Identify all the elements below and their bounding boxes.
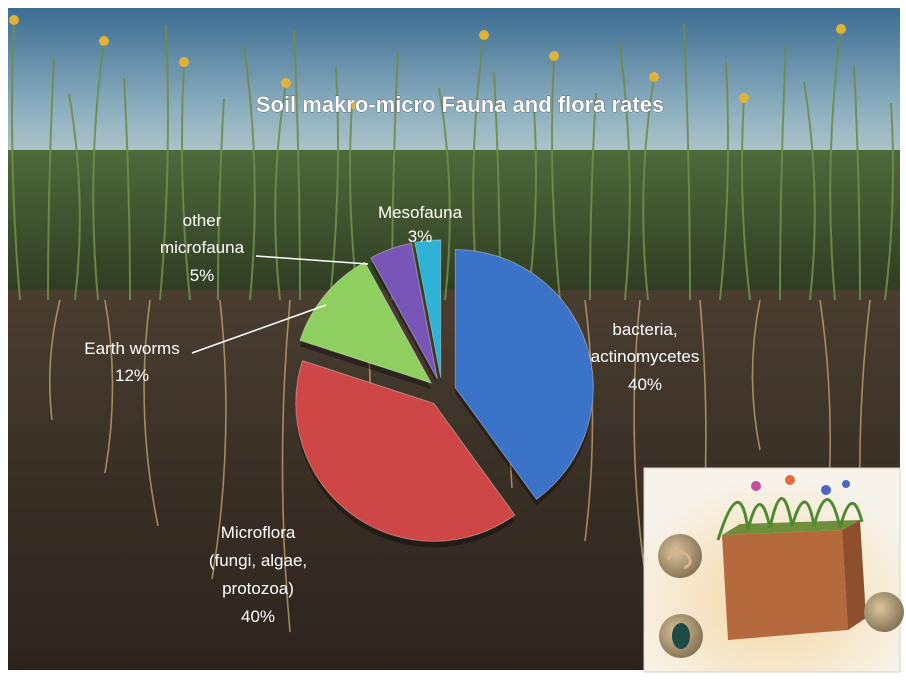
root-strand	[143, 299, 159, 527]
inset-flower-3	[821, 485, 831, 495]
grass-band	[8, 150, 900, 300]
flower-head	[649, 72, 659, 82]
inset-soil-illustration	[643, 467, 904, 673]
label-bacteria: bacteria, actinomycetes 40%	[591, 320, 700, 394]
inset-worm-circle	[658, 534, 702, 578]
flower-head	[99, 36, 109, 46]
label-othermicrofauna: other microfauna 5%	[160, 211, 245, 285]
roots	[48, 299, 871, 648]
grass-stem	[683, 23, 691, 301]
slice-bacteria	[454, 249, 594, 501]
label-othermicrofauna-line1: other	[183, 211, 222, 230]
grass-stem	[803, 81, 816, 301]
grass-stem	[123, 77, 131, 301]
leader-line-earthworms	[191, 304, 327, 354]
chart-title: Soil makro-micro Fauna and flora rates	[256, 92, 664, 117]
label-microflora-line3: protozoa)	[222, 579, 294, 598]
grass-stem	[92, 40, 105, 301]
grass-stem	[293, 29, 301, 301]
label-bacteria-line2: actinomycetes	[591, 347, 700, 366]
grass-stem	[438, 87, 451, 301]
grass-stem	[243, 45, 256, 301]
grass-stem	[829, 28, 842, 301]
label-bacteria-pct: 40%	[628, 375, 662, 394]
root-strand	[751, 299, 761, 451]
flower-head	[9, 15, 19, 25]
label-earthworms: Earth worms 12%	[84, 339, 179, 385]
slice-microflora	[295, 360, 516, 542]
slice-othermicrofauna	[370, 242, 438, 380]
inset-microbe-circle	[864, 592, 904, 632]
yellow-flowers	[9, 15, 846, 109]
grass-stem	[217, 98, 225, 301]
label-mesofauna: Mesofauna 3%	[378, 203, 463, 246]
inset-grass	[716, 497, 864, 541]
inset-flower-2	[785, 475, 795, 485]
slice-labels: Mesofauna 3% other microfauna 5% Earth w…	[84, 203, 699, 626]
grass-stem	[719, 60, 729, 301]
root-strand	[211, 299, 227, 580]
grass-stem	[741, 97, 751, 301]
label-earthworms-pct: 12%	[115, 366, 149, 385]
label-othermicrofauna-pct: 5%	[190, 266, 215, 285]
grass-stem	[274, 82, 287, 301]
grass-stem	[329, 66, 339, 301]
flower-head	[549, 51, 559, 61]
grass-stem	[181, 61, 191, 301]
root-strand	[633, 299, 649, 595]
flower-head	[479, 30, 489, 40]
flower-head	[281, 78, 291, 88]
slice-mesofauna	[414, 239, 442, 379]
grass-stem	[11, 19, 21, 301]
leader-line-othermicrofauna	[255, 255, 369, 265]
inset-flower-4	[842, 480, 850, 488]
grass-stem	[159, 24, 169, 301]
label-mesofauna-pct: 3%	[408, 227, 433, 246]
label-bacteria-line1: bacteria,	[612, 320, 677, 339]
label-mesofauna-line1: Mesofauna	[378, 203, 463, 222]
grass-stem	[779, 44, 787, 301]
slice-earthworms	[299, 261, 433, 384]
root-strand	[584, 299, 594, 542]
flower-head	[836, 24, 846, 34]
leader-lines	[191, 255, 369, 354]
label-microflora-pct: 40%	[241, 607, 275, 626]
grass-stem	[589, 92, 597, 301]
grass-stem	[47, 56, 55, 301]
root-strand	[281, 299, 291, 633]
soil-block	[722, 530, 848, 640]
grass-stem	[551, 55, 561, 301]
grass-stem	[68, 93, 81, 301]
flower-head	[739, 93, 749, 103]
label-earthworms-line1: Earth worms	[84, 339, 179, 358]
grass-stem	[618, 39, 631, 301]
grass-stem	[853, 65, 861, 301]
label-microflora-line1: Microflora	[221, 523, 296, 542]
label-microflora: Microflora (fungi, algae, protozoa) 40%	[209, 523, 307, 626]
grass-stem	[642, 76, 655, 301]
pie	[295, 239, 594, 548]
label-microflora-line2: (fungi, algae,	[209, 551, 307, 570]
grass-stem	[884, 102, 894, 301]
root-strand	[104, 299, 114, 474]
grass-stems	[11, 19, 894, 301]
flower-head	[179, 57, 189, 67]
inset-flower-1	[751, 481, 761, 491]
label-othermicrofauna-line2: microfauna	[160, 238, 245, 257]
flower-head	[347, 99, 357, 109]
root-strand	[48, 299, 61, 421]
